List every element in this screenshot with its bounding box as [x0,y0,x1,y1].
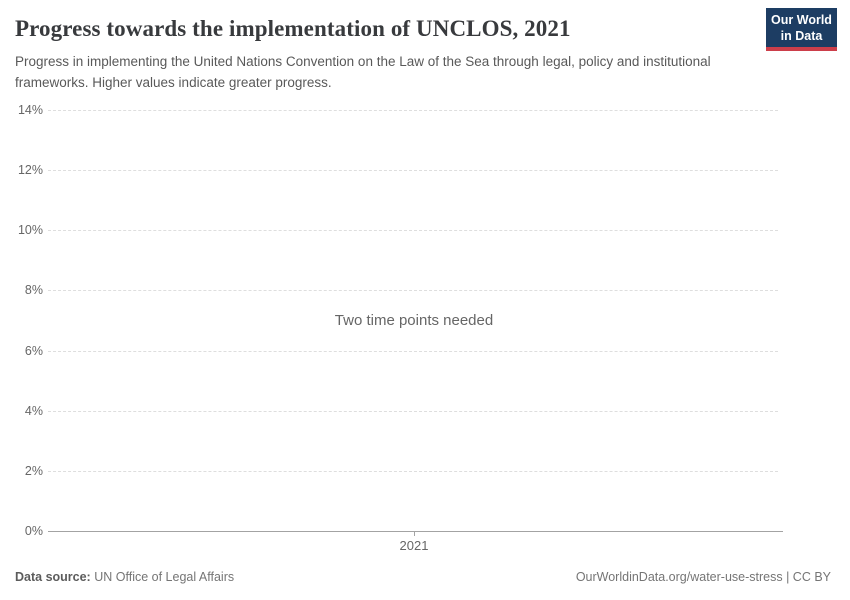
y-axis-tick-label: 6% [24,343,43,358]
y-axis-tick-label: 12% [17,163,43,178]
y-gridline [48,170,778,172]
chart-subtitle: Progress in implementing the United Nati… [15,54,711,90]
y-gridline [48,350,778,352]
chart-footer: Data source: UN Office of Legal Affairs … [15,569,831,585]
attribution: OurWorldinData.org/water-use-stress | CC… [575,570,831,584]
y-axis-tick-label: 14% [17,103,43,117]
data-source-value: UN Office of Legal Affairs [94,570,235,584]
owid-logo-line1: Our World [771,12,832,27]
empty-state-message: Two time points needed [334,312,494,329]
x-axis-line [48,531,783,532]
y-gridline [48,410,778,412]
y-axis-tick-label: 8% [24,283,43,298]
y-axis-tick-label: 2% [24,463,43,478]
x-axis-tick-mark [414,531,415,536]
y-axis-tick-label: 10% [17,223,43,238]
y-gridline [48,110,778,111]
data-source-label: Data source: [15,570,91,584]
y-gridline [48,290,778,292]
y-axis-tick-label: 4% [24,403,43,418]
y-gridline [48,470,778,472]
y-axis-tick-label: 0% [24,524,43,538]
data-source: Data source: UN Office of Legal Affairs [15,569,234,585]
y-gridline [48,230,778,232]
page-title: Progress towards the implementation of U… [15,16,571,41]
x-axis-tick-label: 2021 [399,538,429,553]
owid-logo: Our World in Data [766,8,837,51]
owid-logo-line2: in Data [780,28,823,43]
